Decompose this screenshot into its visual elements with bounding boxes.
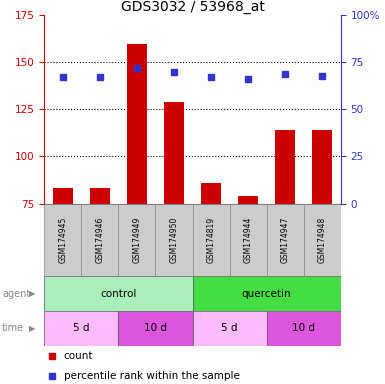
Bar	[192, 204, 229, 276]
Bar	[127, 44, 147, 204]
Text: GSM174947: GSM174947	[281, 217, 290, 263]
Text: ▶: ▶	[29, 324, 36, 333]
Text: control: control	[100, 289, 137, 299]
Bar	[201, 183, 221, 204]
Text: count: count	[64, 351, 93, 361]
Text: GSM174950: GSM174950	[169, 217, 179, 263]
Text: GSM174946: GSM174946	[95, 217, 104, 263]
Bar	[156, 204, 192, 276]
Bar	[53, 189, 73, 204]
Bar	[312, 130, 332, 204]
Text: 10 d: 10 d	[292, 323, 315, 333]
Bar	[90, 189, 110, 204]
Title: GDS3032 / 53968_at: GDS3032 / 53968_at	[121, 0, 264, 14]
Text: GSM174949: GSM174949	[132, 217, 141, 263]
Bar	[275, 130, 295, 204]
Bar	[192, 311, 267, 346]
Bar	[238, 196, 258, 204]
Bar	[267, 204, 304, 276]
Bar	[229, 204, 266, 276]
Text: ▶: ▶	[29, 289, 36, 298]
Text: 5 d: 5 d	[73, 323, 90, 333]
Bar	[164, 102, 184, 204]
Bar	[192, 276, 341, 311]
Text: quercetin: quercetin	[242, 289, 291, 299]
Bar	[44, 311, 119, 346]
Bar	[44, 276, 192, 311]
Text: GSM174944: GSM174944	[244, 217, 253, 263]
Text: GSM174948: GSM174948	[318, 217, 327, 263]
Bar	[81, 204, 119, 276]
Text: GSM174819: GSM174819	[206, 217, 216, 263]
Bar	[304, 204, 341, 276]
Text: 10 d: 10 d	[144, 323, 167, 333]
Bar	[119, 311, 192, 346]
Text: agent: agent	[2, 289, 30, 299]
Bar	[119, 204, 156, 276]
Bar	[267, 311, 341, 346]
Text: GSM174945: GSM174945	[58, 217, 67, 263]
Text: 5 d: 5 d	[221, 323, 238, 333]
Text: time: time	[2, 323, 24, 333]
Text: percentile rank within the sample: percentile rank within the sample	[64, 371, 239, 381]
Bar	[44, 204, 81, 276]
